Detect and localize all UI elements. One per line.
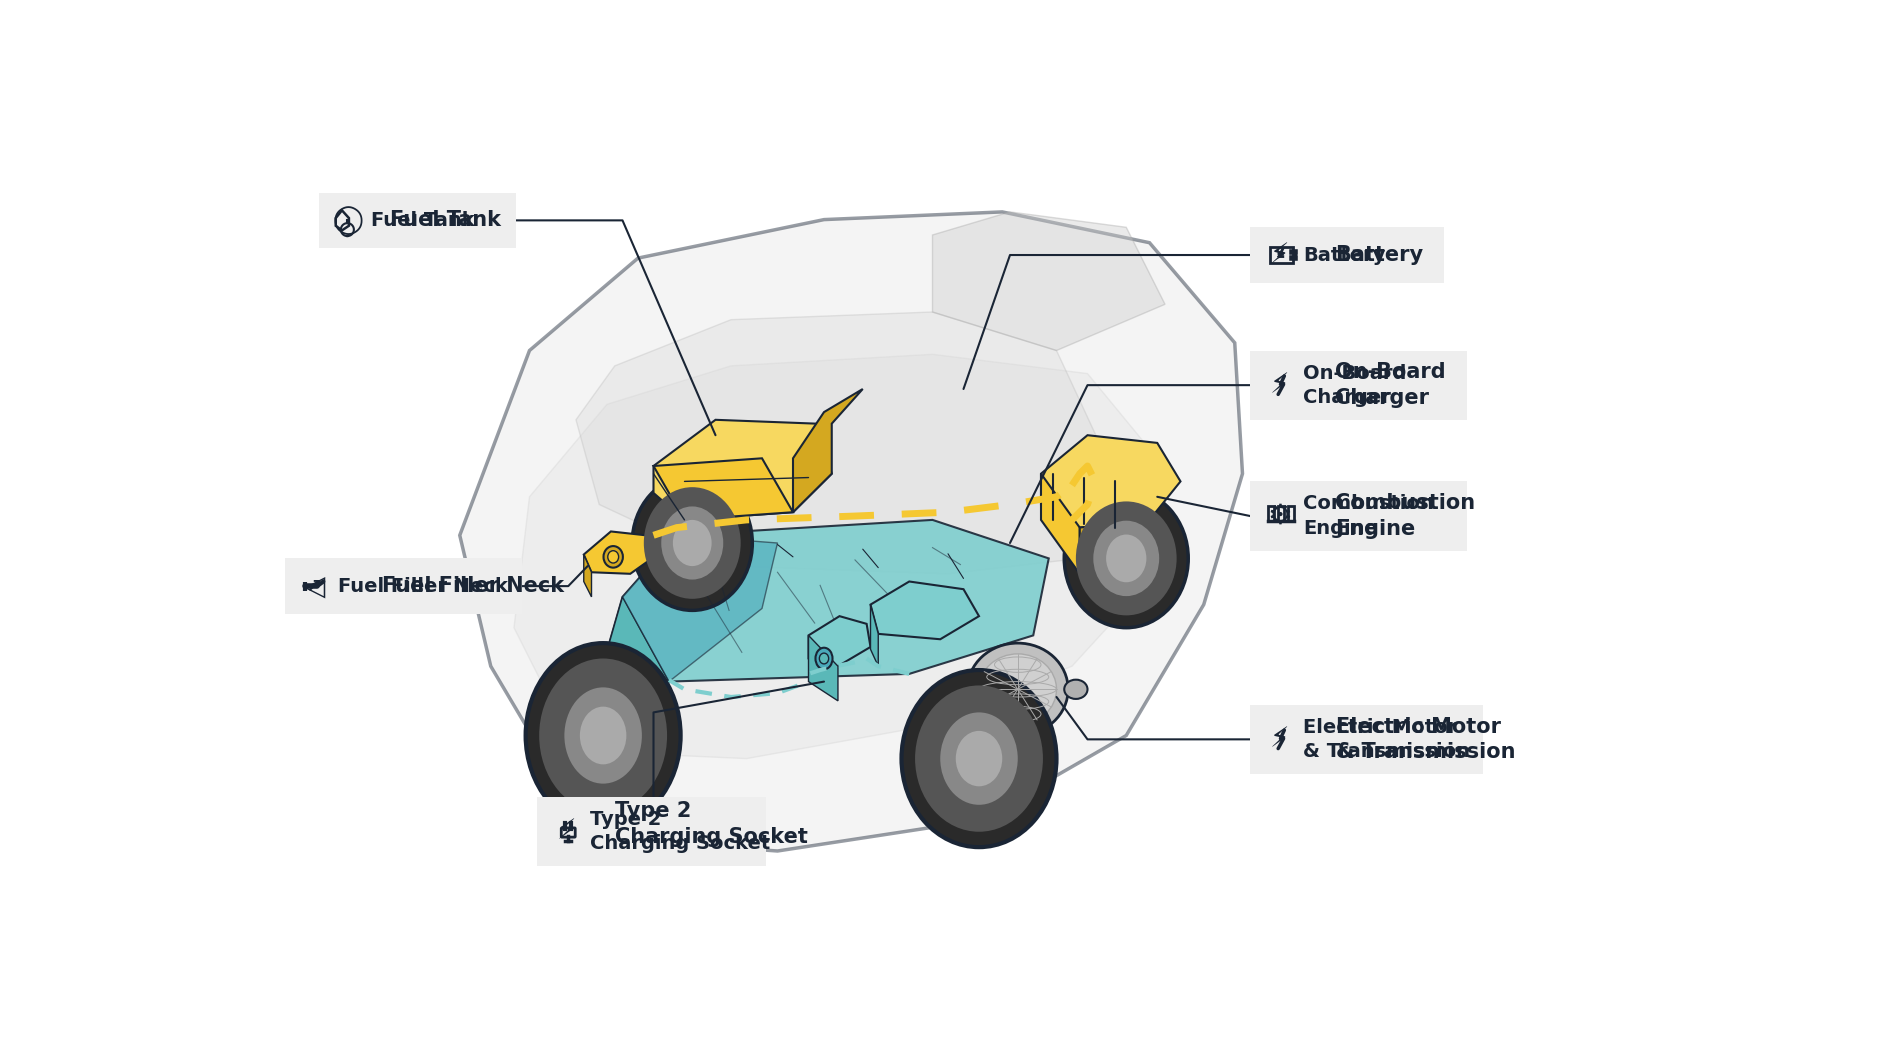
Ellipse shape xyxy=(902,670,1057,847)
Ellipse shape xyxy=(564,687,641,783)
Ellipse shape xyxy=(579,707,626,764)
Text: Fuel Tank: Fuel Tank xyxy=(389,210,500,230)
Polygon shape xyxy=(585,554,592,597)
Text: Type 2
Charging Socket: Type 2 Charging Socket xyxy=(615,801,808,847)
Text: Fuel Filler Neck: Fuel Filler Neck xyxy=(382,577,564,596)
FancyBboxPatch shape xyxy=(1250,227,1444,283)
Polygon shape xyxy=(575,312,1104,573)
Ellipse shape xyxy=(540,658,667,813)
Polygon shape xyxy=(808,616,870,666)
Polygon shape xyxy=(793,389,863,512)
Text: On-Board
Charger: On-Board Charger xyxy=(1335,363,1446,408)
Ellipse shape xyxy=(603,546,622,568)
Ellipse shape xyxy=(607,551,619,563)
Text: ⚡: ⚡ xyxy=(1271,371,1290,400)
Ellipse shape xyxy=(1094,520,1160,596)
Polygon shape xyxy=(607,519,1049,682)
Polygon shape xyxy=(513,354,1158,759)
Text: Fuel Filler Neck: Fuel Filler Neck xyxy=(338,577,508,596)
FancyBboxPatch shape xyxy=(286,559,523,614)
Polygon shape xyxy=(461,212,1243,851)
Text: Electric Motor
& Transmission: Electric Motor & Transmission xyxy=(1335,717,1515,762)
Ellipse shape xyxy=(673,519,713,566)
Text: ⚙: ⚙ xyxy=(1267,502,1292,530)
Ellipse shape xyxy=(632,476,752,611)
Text: Combustion
Engine: Combustion Engine xyxy=(1335,493,1476,538)
Ellipse shape xyxy=(820,653,829,664)
Ellipse shape xyxy=(643,488,741,599)
Text: Type 2
Charging Socket: Type 2 Charging Socket xyxy=(590,810,771,853)
Polygon shape xyxy=(1042,436,1181,528)
Ellipse shape xyxy=(979,654,1057,725)
Text: ↗: ↗ xyxy=(306,577,321,596)
Polygon shape xyxy=(1042,474,1079,573)
Text: Battery: Battery xyxy=(1335,245,1423,265)
Polygon shape xyxy=(654,458,793,519)
Ellipse shape xyxy=(955,731,1002,787)
Text: 💧: 💧 xyxy=(340,209,355,232)
Ellipse shape xyxy=(940,712,1017,805)
Text: Combustion
Engine: Combustion Engine xyxy=(1303,494,1434,537)
Text: On-Board
Charger: On-Board Charger xyxy=(1303,364,1406,407)
Polygon shape xyxy=(654,420,831,519)
Ellipse shape xyxy=(816,648,833,669)
Ellipse shape xyxy=(1064,679,1087,699)
Text: ⚡: ⚡ xyxy=(556,817,577,846)
Polygon shape xyxy=(607,597,669,736)
Text: Electric Motor
& Transmission: Electric Motor & Transmission xyxy=(1303,718,1470,761)
Text: ⚡: ⚡ xyxy=(1271,241,1290,269)
Polygon shape xyxy=(870,604,878,666)
Polygon shape xyxy=(932,212,1166,351)
Ellipse shape xyxy=(1064,489,1188,628)
FancyBboxPatch shape xyxy=(1250,481,1466,551)
Polygon shape xyxy=(585,531,658,573)
Ellipse shape xyxy=(1105,534,1147,582)
Polygon shape xyxy=(808,635,838,701)
Polygon shape xyxy=(622,535,778,682)
Text: ◯: ◯ xyxy=(333,206,363,235)
Ellipse shape xyxy=(916,686,1043,832)
Text: Fuel Tank: Fuel Tank xyxy=(372,211,476,230)
FancyBboxPatch shape xyxy=(320,193,517,248)
Polygon shape xyxy=(1079,519,1149,573)
FancyBboxPatch shape xyxy=(538,797,765,866)
FancyBboxPatch shape xyxy=(1250,705,1483,774)
Text: Battery: Battery xyxy=(1303,246,1386,265)
FancyBboxPatch shape xyxy=(1250,351,1466,420)
Ellipse shape xyxy=(1075,501,1177,616)
Text: ⚡: ⚡ xyxy=(1271,725,1290,754)
Ellipse shape xyxy=(662,507,724,580)
Ellipse shape xyxy=(968,643,1068,736)
Ellipse shape xyxy=(526,643,681,828)
Polygon shape xyxy=(870,582,979,639)
Text: ◁: ◁ xyxy=(305,572,325,600)
